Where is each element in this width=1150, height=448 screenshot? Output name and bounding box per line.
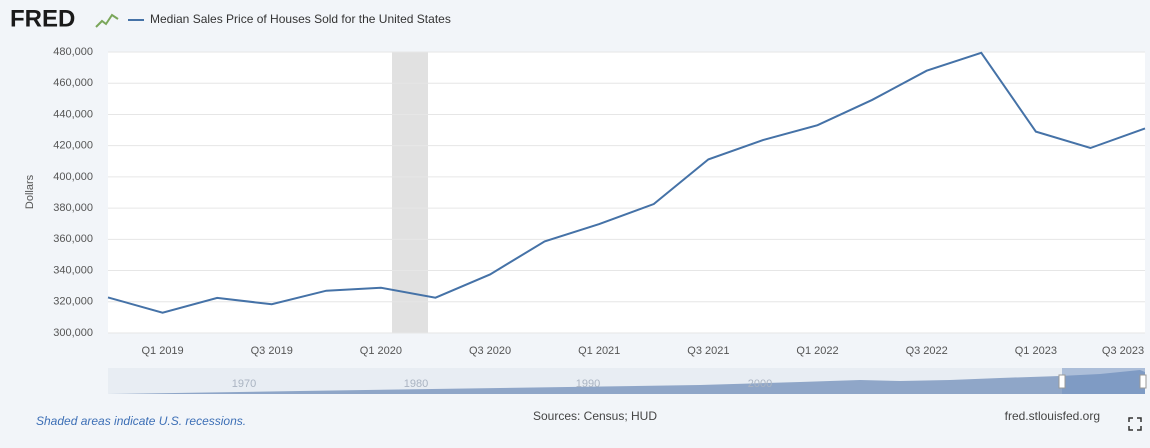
x-tick-label: Q3 2019 <box>251 345 293 357</box>
logo-icon <box>95 13 119 28</box>
navigator-window[interactable] <box>1062 368 1145 394</box>
x-tick-label: Q3 2020 <box>469 345 511 357</box>
fullscreen-icon[interactable] <box>1128 417 1142 431</box>
plot-area <box>108 52 1145 333</box>
navigator-handle[interactable] <box>1139 374 1147 389</box>
navigator-label: 1970 <box>232 378 256 390</box>
navigator-label: 1980 <box>404 378 428 390</box>
x-tick-label: Q1 2023 <box>1015 345 1057 357</box>
recession-note: Shaded areas indicate U.S. recessions. <box>36 414 246 428</box>
sources: Sources: Census; HUD <box>533 409 657 423</box>
series-line <box>107 51 1146 314</box>
y-tick-label: 440,000 <box>53 108 93 120</box>
x-tick-label: Q1 2022 <box>796 345 838 357</box>
y-tick-label: 340,000 <box>53 264 93 276</box>
legend-label: Median Sales Price of Houses Sold for th… <box>150 12 451 26</box>
fullscreen-glyph <box>1128 417 1142 431</box>
navigator-label: 1990 <box>576 378 600 390</box>
navigator-area <box>108 370 1145 394</box>
navigator: 1970 1980 1990 2000 <box>108 368 1147 394</box>
y-tick-label: 380,000 <box>53 202 93 214</box>
site-link[interactable]: fred.stlouisfed.org <box>1005 409 1100 423</box>
x-tick-label: Q1 2019 <box>141 345 183 357</box>
x-tick-label: Q3 2021 <box>687 345 729 357</box>
x-tick-label: Q1 2020 <box>360 345 402 357</box>
y-tick-label: 400,000 <box>53 171 93 183</box>
navigator-handle[interactable] <box>1058 374 1066 389</box>
x-tick-label: Q1 2021 <box>578 345 620 357</box>
logo[interactable]: FRED <box>10 5 75 32</box>
y-tick-label: 360,000 <box>53 233 93 245</box>
y-tick-label: 300,000 <box>53 327 93 339</box>
y-tick-label: 420,000 <box>53 140 93 152</box>
y-tick-label: 480,000 <box>53 46 93 58</box>
y-tick-label: 320,000 <box>53 296 93 308</box>
y-axis-label: Dollars <box>24 174 36 209</box>
y-tick-label: 460,000 <box>53 77 93 89</box>
navigator-label: 2000 <box>748 378 772 390</box>
recession-shade <box>392 52 428 333</box>
x-tick-label: Q3 2022 <box>906 345 948 357</box>
x-tick-label: Q3 2023 <box>1102 345 1144 357</box>
